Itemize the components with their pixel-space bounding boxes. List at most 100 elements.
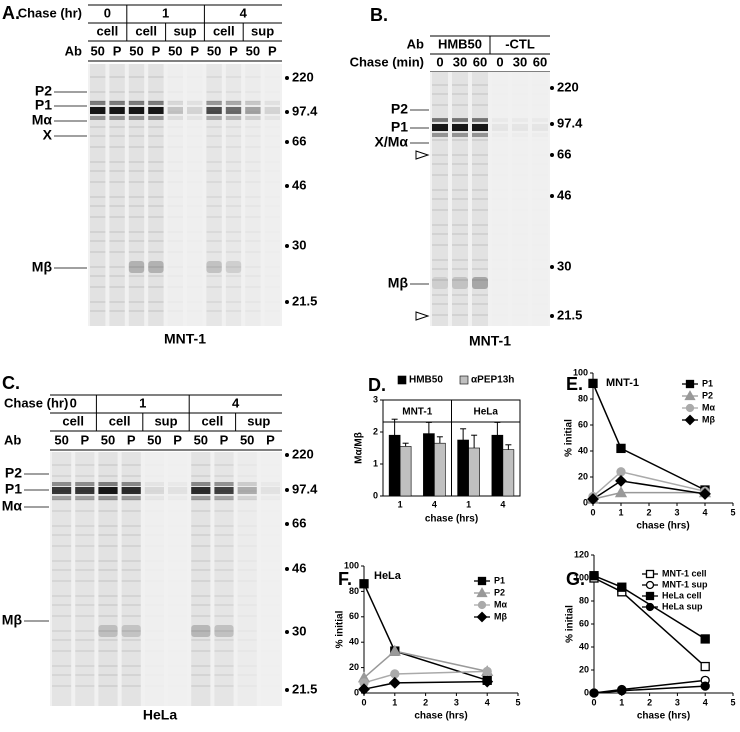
header-cell: HMB50 <box>438 36 482 51</box>
gel-band <box>187 76 202 78</box>
legend-label: P2 <box>494 587 505 597</box>
gel-band <box>225 286 242 288</box>
gel-band <box>191 464 211 466</box>
gel-band <box>128 231 145 233</box>
legend-label: Mα <box>494 599 507 609</box>
header-cell: 1 <box>139 395 146 410</box>
gel-band <box>148 116 164 120</box>
gel-band <box>492 163 508 165</box>
header-cell: 30 <box>513 54 527 69</box>
x-axis-label: chase (hrs) <box>425 514 478 525</box>
gel-band <box>452 124 468 131</box>
gel-band <box>148 310 164 312</box>
gel-band <box>90 101 106 105</box>
header-cell: P <box>127 432 136 447</box>
header-cell: 50 <box>147 432 161 447</box>
gel-band <box>168 181 183 183</box>
gel-band <box>432 233 448 235</box>
panel-label: A. <box>2 3 20 23</box>
gel-band <box>492 174 508 176</box>
gel-band <box>432 163 448 165</box>
gel-band <box>121 496 141 500</box>
gel-lane <box>128 64 145 326</box>
gel-band <box>168 301 183 303</box>
gel-band <box>128 100 145 102</box>
gel-band <box>75 499 95 501</box>
header-cell: 60 <box>473 54 487 69</box>
gel-band <box>261 604 280 606</box>
data-point <box>617 686 627 696</box>
gel-band <box>109 170 125 172</box>
header-cell: P <box>152 43 161 58</box>
gel-band <box>52 580 72 582</box>
gel-band <box>225 196 242 198</box>
gel-band <box>168 580 187 582</box>
gel-band <box>214 685 234 687</box>
gel-band <box>206 216 222 218</box>
gel-band <box>128 251 145 253</box>
gel-lane <box>98 452 118 706</box>
row-label: Ab <box>65 43 82 58</box>
gel-band <box>472 163 488 165</box>
gel-band <box>191 665 211 667</box>
y-tick-label: 60 <box>349 611 359 621</box>
gel-band <box>75 665 95 667</box>
header-cell: 50 <box>129 43 143 58</box>
gel-band <box>432 259 448 261</box>
gel-band <box>52 475 72 477</box>
gel-band <box>452 233 468 235</box>
gel-band <box>261 525 280 527</box>
legend-marker <box>477 600 487 610</box>
gel-band <box>148 107 164 114</box>
gel-band <box>75 525 95 527</box>
gel-band <box>145 639 164 641</box>
gel-band <box>238 569 257 571</box>
gel-band <box>225 135 242 137</box>
gel-band <box>98 560 118 562</box>
gel-band <box>512 174 528 176</box>
x-tick-label: 0 <box>361 697 366 707</box>
gel-band <box>265 266 280 268</box>
gel-band <box>98 630 118 632</box>
gel-band <box>492 198 508 200</box>
gel-band <box>206 76 222 78</box>
gel-band <box>512 279 528 281</box>
gel-band <box>532 209 548 211</box>
size-marker: 66 <box>557 146 571 161</box>
gel-band <box>492 124 508 131</box>
gel-band <box>121 604 141 606</box>
gel-band <box>214 665 234 667</box>
gel-band <box>128 91 145 93</box>
gel-band <box>238 510 257 512</box>
gel-band <box>145 674 164 676</box>
gel-band <box>512 84 528 86</box>
size-marker: 30 <box>292 623 306 638</box>
gel-band <box>168 525 187 527</box>
legend-swatch <box>459 375 469 385</box>
gel-band <box>75 604 95 606</box>
size-marker: 220 <box>292 69 314 84</box>
gel-band <box>206 170 222 172</box>
gel-band <box>265 181 280 183</box>
gel-band <box>472 133 488 137</box>
gel-band <box>145 685 164 687</box>
header-cell: sup <box>247 413 270 428</box>
legend-marker <box>684 390 696 401</box>
header-cell: 50 <box>168 43 182 58</box>
gel-band <box>187 126 202 128</box>
legend-marker <box>684 414 696 426</box>
gel-band <box>168 286 183 288</box>
gel-band <box>452 139 468 141</box>
gel-band <box>245 146 260 148</box>
gel-band <box>128 170 145 172</box>
gel-band <box>265 135 280 137</box>
gel-band <box>187 196 202 198</box>
gel-band <box>98 639 118 641</box>
y-tick-label: 20 <box>349 662 359 672</box>
gel-band <box>245 126 260 128</box>
gel-band <box>121 475 141 477</box>
x-tick-label: 1 <box>392 697 397 707</box>
y-tick-label: 100 <box>344 560 359 570</box>
gel-band <box>90 91 106 93</box>
